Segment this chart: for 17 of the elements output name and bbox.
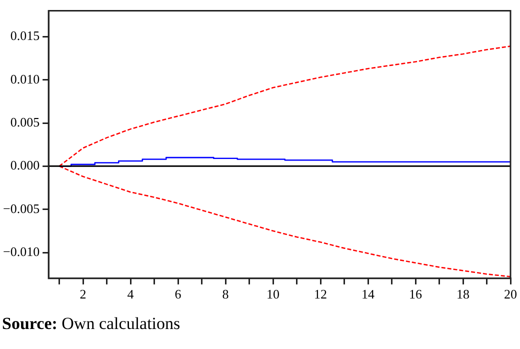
x-tick-label: 8 (222, 286, 229, 302)
y-tick-label: 0.010 (10, 71, 40, 86)
y-tick-label: 0.000 (10, 158, 40, 173)
y-tick-label: −0.010 (2, 244, 40, 259)
x-tick-label: 20 (504, 286, 517, 302)
y-tick-label: 0.005 (10, 114, 40, 130)
x-tick-label: 14 (362, 286, 376, 302)
x-tick-label: 16 (409, 286, 423, 302)
y-tick-label: 0.015 (10, 28, 40, 44)
y-tick-label: −0.005 (2, 200, 40, 216)
x-tick-label: 2 (80, 286, 86, 302)
x-tick-label: 4 (127, 286, 134, 302)
x-tick-label: 10 (266, 286, 280, 302)
x-tick-label: 12 (314, 286, 328, 302)
x-tick-label: 6 (174, 286, 182, 302)
source-note: Source: Own calculations (2, 314, 182, 334)
x-tick-label: 18 (456, 286, 470, 302)
